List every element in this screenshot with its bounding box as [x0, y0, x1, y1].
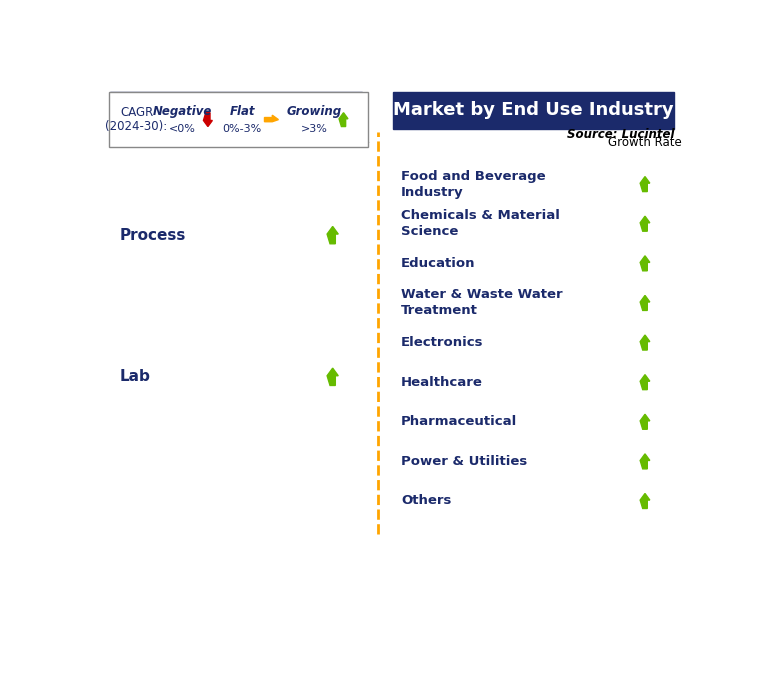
Text: (2024-30):: (2024-30):	[105, 120, 168, 133]
Text: Power & Utilities: Power & Utilities	[401, 455, 527, 468]
Text: Pharmaceutical: Pharmaceutical	[401, 415, 517, 429]
FancyBboxPatch shape	[393, 92, 675, 129]
Text: <0%: <0%	[169, 124, 196, 134]
Text: Food and Beverage
Industry: Food and Beverage Industry	[401, 170, 546, 199]
Text: Negative: Negative	[152, 105, 212, 118]
FancyBboxPatch shape	[110, 92, 362, 129]
Text: Market by End Use Industry: Market by End Use Industry	[393, 101, 674, 120]
Text: Healthcare: Healthcare	[401, 376, 483, 389]
FancyBboxPatch shape	[108, 92, 368, 147]
Text: Flat: Flat	[229, 105, 255, 118]
Polygon shape	[641, 216, 650, 231]
Text: Electronics: Electronics	[401, 336, 484, 349]
Text: Others: Others	[401, 494, 451, 508]
Polygon shape	[641, 256, 650, 271]
Text: Process: Process	[120, 228, 186, 243]
Text: Growth Rate: Growth Rate	[296, 137, 370, 149]
Polygon shape	[641, 176, 650, 191]
Text: >3%: >3%	[301, 124, 327, 134]
Polygon shape	[203, 113, 212, 126]
Text: Market by Type: Market by Type	[158, 101, 314, 120]
Polygon shape	[339, 113, 348, 126]
Text: Growth Rate: Growth Rate	[608, 137, 682, 149]
Polygon shape	[641, 493, 650, 508]
Polygon shape	[641, 454, 650, 469]
Text: Growing: Growing	[287, 105, 342, 118]
Polygon shape	[327, 368, 338, 385]
Text: Chemicals & Material
Science: Chemicals & Material Science	[401, 209, 559, 238]
Text: CAGR: CAGR	[120, 106, 153, 119]
Text: Source: Lucintel: Source: Lucintel	[567, 128, 675, 141]
Polygon shape	[641, 295, 650, 310]
Text: Education: Education	[401, 257, 475, 270]
Text: Water & Waste Water
Treatment: Water & Waste Water Treatment	[401, 289, 562, 318]
Polygon shape	[641, 414, 650, 429]
Polygon shape	[265, 115, 278, 122]
Polygon shape	[641, 375, 650, 389]
Polygon shape	[641, 335, 650, 350]
Polygon shape	[327, 226, 338, 244]
Text: Lab: Lab	[120, 369, 150, 384]
Text: 0%-3%: 0%-3%	[222, 124, 262, 134]
